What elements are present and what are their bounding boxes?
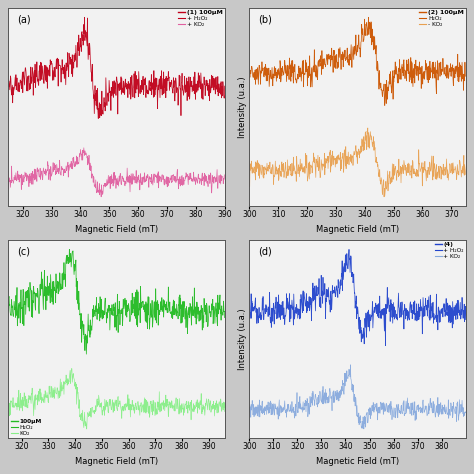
X-axis label: Magnetic Field (mT): Magnetic Field (mT)	[316, 225, 399, 234]
Legend: (4), + H₂O₂, + KO₂: (4), + H₂O₂, + KO₂	[434, 242, 465, 260]
Text: (d): (d)	[258, 246, 272, 256]
Y-axis label: Intensity (u.a.): Intensity (u.a.)	[237, 309, 246, 370]
Y-axis label: Intensity (u.a.): Intensity (u.a.)	[237, 76, 246, 138]
Text: (a): (a)	[17, 14, 31, 24]
Legend: (1) 100μM, + H₂O₂, + KO₂: (1) 100μM, + H₂O₂, + KO₂	[178, 9, 224, 27]
X-axis label: Magnetic Field (mT): Magnetic Field (mT)	[75, 225, 158, 234]
Text: (c): (c)	[17, 246, 30, 256]
X-axis label: Magnetic Field (mT): Magnetic Field (mT)	[316, 456, 399, 465]
Text: (b): (b)	[258, 14, 272, 24]
X-axis label: Magnetic Field (mT): Magnetic Field (mT)	[75, 456, 158, 465]
Legend: 100μM, H₂O₂, KO₂: 100μM, H₂O₂, KO₂	[10, 418, 42, 436]
Legend: (2) 100μM, H₂O₂, - KO₂: (2) 100μM, H₂O₂, - KO₂	[419, 9, 465, 27]
